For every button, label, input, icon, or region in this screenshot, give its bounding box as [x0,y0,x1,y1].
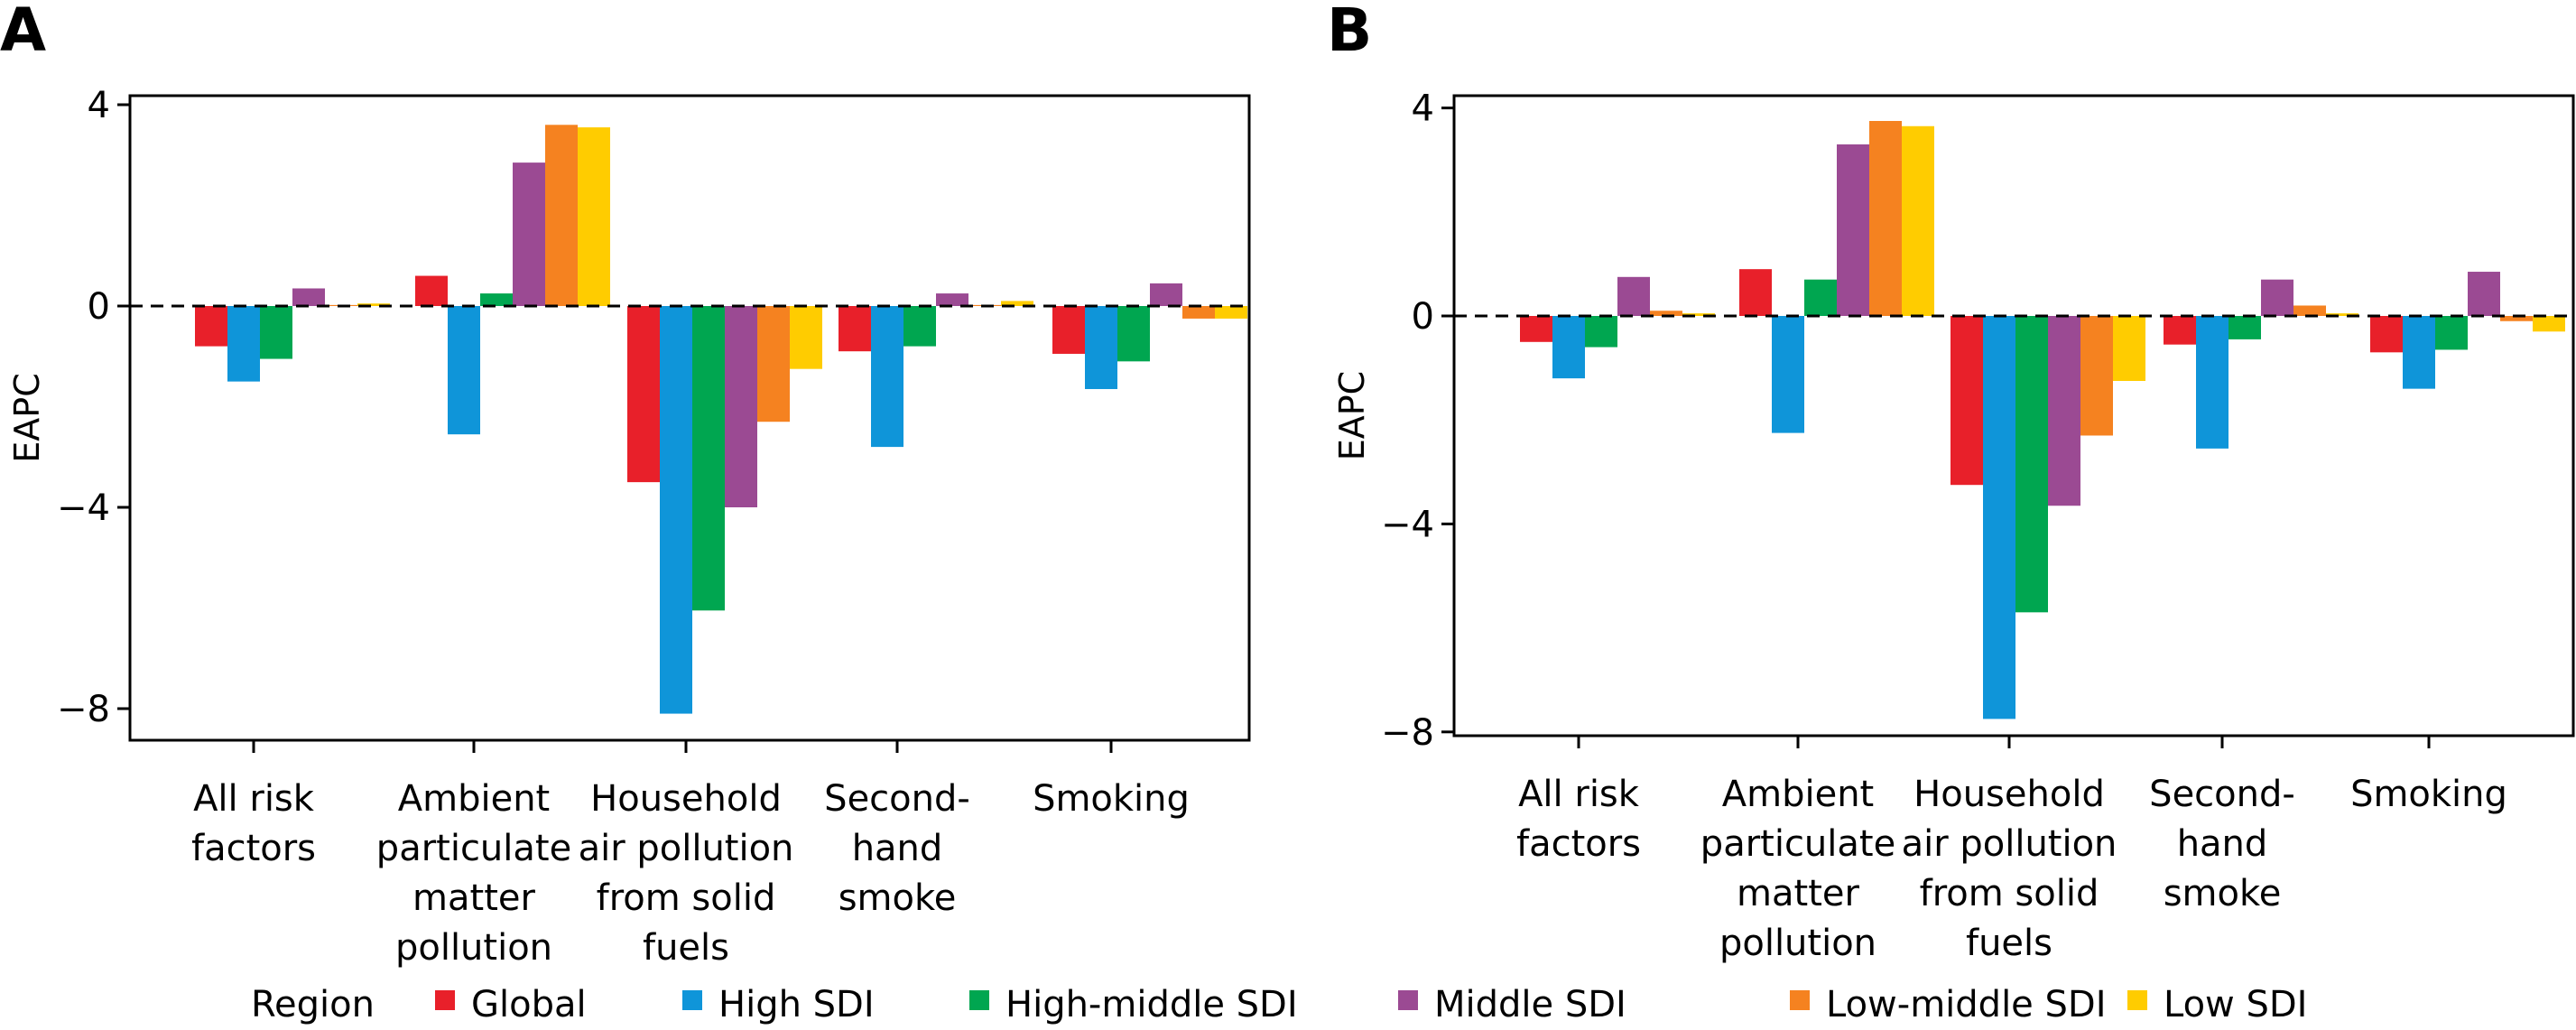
bar-high-middle-sdi [903,306,936,347]
bar-middle-sdi [292,288,325,306]
bar-high-sdi [660,306,692,714]
bar-low-sdi [2113,316,2145,381]
legend-swatch [1790,990,1810,1010]
x-category-label: Second-hand smoke [824,778,970,919]
bar-middle-sdi [2048,316,2080,506]
bar-global [1951,316,1983,486]
bar-low-sdi [790,306,822,369]
bar-high-sdi [1552,316,1585,379]
bar-middle-sdi [1837,144,1869,316]
y-tick-label: 0 [1412,296,1434,338]
bar-high-middle-sdi [692,306,725,611]
bar-low-middle-sdi [1182,306,1215,319]
bar-low-middle-sdi [1650,311,1682,316]
y-tick-label: −4 [57,487,110,529]
bar-global [1052,306,1085,354]
bar-middle-sdi [1150,283,1182,306]
bar-high-sdi [1983,316,2015,719]
bar-low-sdi [2533,316,2565,332]
bar-high-middle-sdi [1117,306,1150,362]
bar-high-sdi [2403,316,2435,389]
bar-high-middle-sdi [260,306,292,359]
legend-swatch [2127,990,2147,1010]
bar-low-middle-sdi [545,125,578,306]
bar-low-sdi [1215,306,1247,319]
bar-middle-sdi [725,306,757,507]
bar-low-sdi [1902,125,1934,316]
bar-middle-sdi [2468,272,2500,316]
x-category-label: Smoking [2350,774,2507,815]
x-category-label: Second-hand smoke [2149,774,2295,914]
bar-global [1739,269,1772,316]
x-category-label: Smoking [1033,778,1190,820]
bar-low-sdi [2326,313,2358,316]
legend-title: Region [251,984,375,1025]
bar-global [415,275,448,306]
y-axis-title: EAPC [1332,371,1372,460]
bar-high-middle-sdi [480,293,513,306]
legend-label: Low SDI [2164,984,2307,1025]
legend-label: Global [471,984,587,1025]
legend-label: High-middle SDI [1005,984,1298,1025]
y-tick-label: 4 [88,85,110,126]
bar-high-sdi [448,306,480,435]
plot-frame [1452,94,2575,738]
bar-high-middle-sdi [2229,316,2261,339]
legend-swatch [682,990,702,1010]
y-tick-label: −8 [1381,712,1434,754]
y-axis-title: EAPC [7,373,47,462]
legend: Region Global High SDI High-middle SDI Midd… [251,984,2307,1025]
bar-low-sdi [1001,301,1033,306]
bar-global [839,306,871,352]
x-category-label: Ambient particulate matter pollution [376,778,571,969]
legend-swatch [1398,990,1418,1010]
x-category-label: All risk factors [1516,774,1641,865]
bar-high-sdi [227,306,260,382]
bar-low-middle-sdi [2500,316,2533,321]
bar-low-sdi [578,127,610,306]
bar-global [2164,316,2196,345]
bar-low-sdi [1682,313,1715,316]
bar-high-sdi [1085,306,1117,389]
y-tick-label: −4 [1381,504,1434,545]
bar-low-middle-sdi [1869,121,1902,316]
legend-label: Low-middle SDI [1826,984,2107,1025]
bar-middle-sdi [513,162,545,306]
panel-letter: B [1327,0,1372,65]
x-category-label: Household air pollution from solid fuels [1902,774,2117,964]
bar-middle-sdi [1617,276,1650,316]
panel-a: A 4 0 −4 −8 EAPC All risk factors Ambient particu… [0,0,1251,969]
legend-swatch [435,990,455,1010]
legend-label: Middle SDI [1434,984,1626,1025]
bar-global [627,306,660,483]
bar-high-sdi [2196,316,2229,449]
x-category-label: Household air pollution from solid fuels [579,778,794,969]
bar-high-sdi [1772,316,1804,433]
legend-swatch [969,990,989,1010]
y-tick-label: 4 [1412,88,1434,130]
panel-letter: A [0,0,46,65]
bar-high-middle-sdi [2015,316,2048,613]
bar-global [1520,316,1552,342]
bar-high-middle-sdi [2435,316,2468,350]
x-category-label: Ambient particulate matter pollution [1700,774,1895,964]
plot-frame [128,94,1251,742]
bar-middle-sdi [936,293,968,306]
bar-global [2370,316,2403,353]
bar-high-sdi [871,306,903,448]
bar-high-middle-sdi [1585,316,1617,348]
bar-low-sdi [357,303,390,306]
y-tick-label: −8 [57,689,110,730]
bar-low-middle-sdi [2293,305,2326,316]
y-tick-label: 0 [88,286,110,328]
legend-label: High SDI [718,984,875,1025]
bar-low-middle-sdi [757,306,790,422]
bar-middle-sdi [2261,279,2293,316]
panel-b: B4 0 −4 −8 EAPC All risk factors Ambient particu… [1327,0,2575,964]
bar-global [195,306,227,347]
bar-high-middle-sdi [1804,279,1837,316]
x-category-label: All risk factors [191,778,316,869]
bar-low-middle-sdi [2080,316,2113,436]
